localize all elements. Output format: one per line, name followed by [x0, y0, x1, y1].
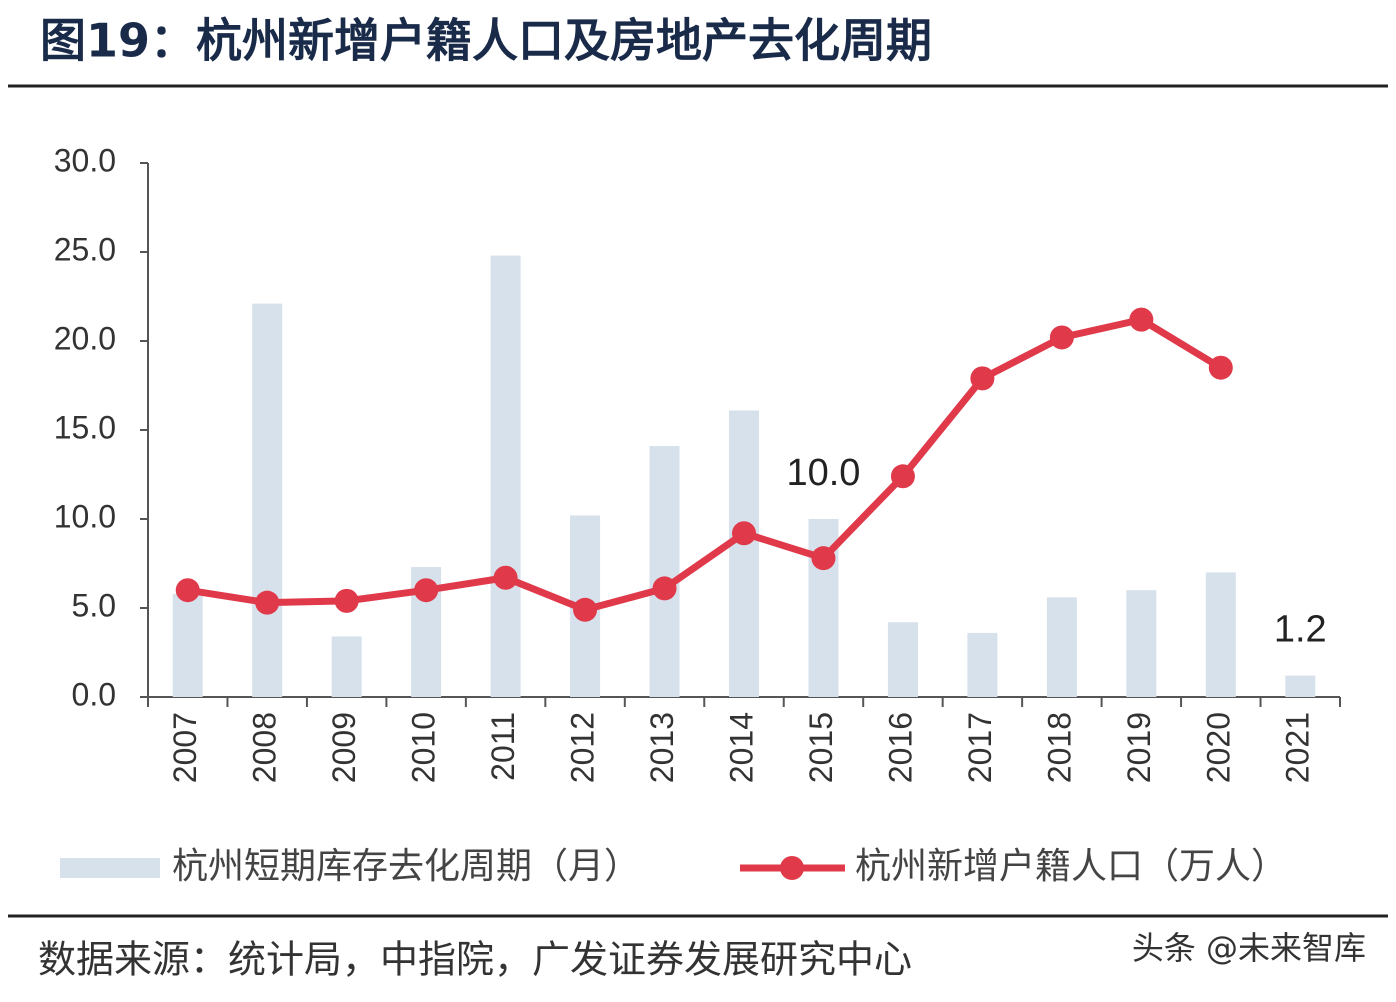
x-tick-label: 2014 [723, 712, 759, 783]
y-tick-label: 15.0 [54, 409, 116, 445]
bar [967, 632, 998, 697]
data-label: 10.0 [786, 452, 860, 494]
data-label: 1.2 [1274, 609, 1327, 651]
bar [1205, 572, 1236, 697]
point [175, 578, 200, 603]
point [573, 597, 598, 622]
x-tick-label: 2012 [565, 712, 601, 783]
point [414, 578, 439, 603]
x-tick-label: 2019 [1121, 712, 1157, 783]
y-tick-label: 30.0 [54, 142, 116, 178]
point [255, 590, 280, 615]
bar [887, 622, 918, 697]
point [493, 565, 518, 590]
bar [1285, 675, 1316, 697]
x-tick-label: 2009 [326, 712, 362, 783]
point [890, 464, 915, 489]
point [1208, 355, 1233, 380]
x-tick-label: 2008 [247, 712, 283, 783]
bar [729, 410, 759, 697]
x-tick-label: 2007 [167, 712, 203, 783]
legend-label: 杭州新增户籍人口（万人） [855, 846, 1287, 887]
x-tick-label: 2011 [485, 712, 521, 781]
y-tick-label: 0.0 [72, 676, 116, 712]
point [652, 576, 677, 601]
point [970, 366, 995, 391]
bar [331, 636, 362, 697]
y-tick-label: 5.0 [72, 587, 116, 623]
bar [172, 593, 203, 697]
x-tick-label: 2015 [803, 712, 839, 783]
line [187, 316, 1223, 614]
y-tick-label: 10.0 [54, 498, 116, 534]
legend-swatch [780, 856, 804, 880]
point [1129, 307, 1154, 332]
bar [649, 446, 680, 697]
watermark: 头条 @未来智库 [1132, 929, 1366, 967]
source: 数据来源：统计局，中指院，广发证券发展研究中心 [38, 938, 912, 982]
x-tick-label: 2016 [882, 712, 918, 783]
legend-swatch [60, 858, 160, 878]
x-tick-label: 2017 [962, 712, 998, 783]
x-tick-label: 2020 [1200, 712, 1236, 783]
x-tick-label: 2021 [1280, 712, 1316, 783]
chart-title: 图19：杭州新增户籍人口及房地产去化周期 [40, 14, 932, 68]
bar [490, 255, 521, 697]
x-tick-label: 2018 [1041, 712, 1077, 783]
y-tick-label: 20.0 [54, 320, 116, 356]
point [811, 546, 836, 571]
x-tick-label: 2010 [406, 712, 442, 783]
legend-label: 杭州短期库存去化周期（月） [172, 846, 640, 887]
y-tick-label: 25.0 [54, 231, 116, 267]
bar [1126, 590, 1157, 697]
bar [1046, 597, 1077, 697]
point [1049, 325, 1074, 350]
point [732, 521, 756, 546]
bar [252, 303, 283, 697]
point [334, 588, 359, 613]
x-tick-label: 2013 [644, 712, 680, 783]
